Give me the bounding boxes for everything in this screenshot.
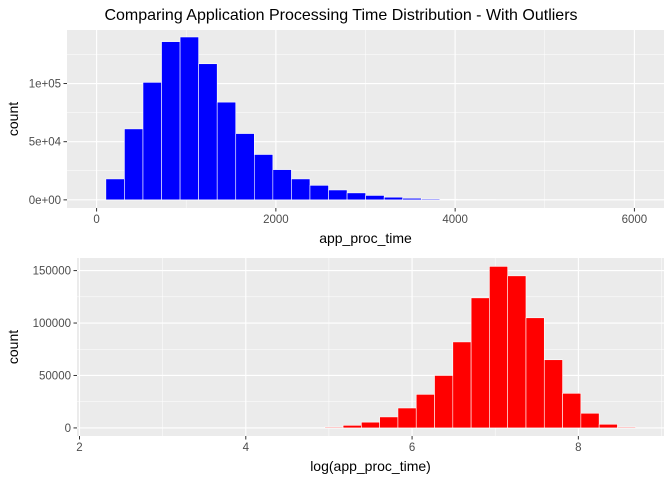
histogram-bar [580,412,600,429]
x-tick-label: 2 [76,442,82,454]
histogram-bar [365,195,385,201]
histogram-bar [161,41,181,201]
histogram-bar [328,189,348,201]
histogram-panel-raw: 0 2000 4000 6000 0e+00 5e+04 1e+05 app_proc_tim… [5,30,664,246]
histogram-bar [361,421,380,429]
x-axis-title: log(app_proc_time) [310,458,431,474]
y-axis-title: count [5,330,21,364]
x-tick-label: 6 [409,442,415,454]
histogram-bar [105,178,125,201]
histogram-bar [617,426,637,429]
histogram-bar [235,133,255,201]
histogram-bar [198,63,218,201]
histogram-panel-log: 2 4 6 8 0 50000 100000 150000 log(app_proc_time)… [5,258,664,474]
histogram-bar [507,275,527,429]
histogram-bar [309,185,329,201]
histogram-bar [470,297,490,429]
histogram-bar [489,266,508,429]
y-tick-label: 0 [65,423,71,435]
histogram-bar [525,317,545,429]
y-axis-title: count [5,102,21,136]
histogram-bar [216,101,237,201]
histogram-bar [397,407,417,429]
y-tick-label: 50000 [39,370,71,382]
histogram-bar [402,197,422,201]
histogram-bar [272,169,292,201]
y-tick-label: 1e+05 [29,79,61,91]
histogram-bar [598,423,618,429]
x-axis-title: app_proc_time [319,230,412,246]
y-tick-label: 150000 [33,266,71,278]
histogram-bar [254,154,274,201]
histogram-bar [543,359,563,429]
histogram-bar [452,341,472,429]
histogram-bar [291,178,311,201]
histogram-bar [342,425,362,429]
histogram-bar [124,128,144,201]
y-tick-label: 0e+00 [29,195,61,207]
x-tick-label: 4 [243,442,250,454]
x-tick-label: 2000 [263,214,289,226]
histogram-bar [383,196,404,201]
histogram-bar [562,393,582,429]
y-tick-label: 5e+04 [29,137,62,149]
x-tick-label: 4000 [442,214,468,226]
histogram-bar [142,82,162,201]
chart-title: Comparing Application Processing Time Di… [104,7,577,24]
histogram-bar [346,192,366,201]
x-tick-label: 6000 [622,214,648,226]
histogram-bar [415,394,435,429]
histogram-bar [379,416,399,429]
histogram-bar [434,375,454,429]
histogram-bar [179,36,199,201]
histogram-bar [324,426,344,429]
x-tick-label: 0 [93,214,99,226]
x-tick-label: 8 [575,442,581,454]
histogram-bar [439,198,459,201]
histogram-bar [421,198,441,201]
y-tick-label: 100000 [33,318,71,330]
